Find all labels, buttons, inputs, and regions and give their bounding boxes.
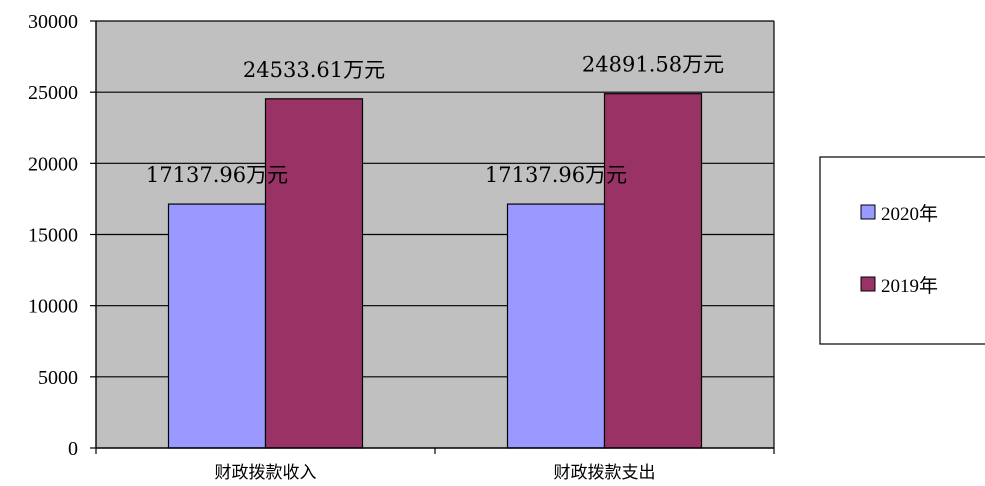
y-tick-label: 0 [68, 438, 78, 460]
category-label: 财政拨款支出 [554, 463, 656, 483]
x-axis-categories: 财政拨款收入 财政拨款支出 [215, 463, 656, 483]
category-label: 财政拨款收入 [215, 463, 317, 483]
legend-box [819, 156, 985, 345]
data-labels: 17137.96万元 24533.61万元 17137.96万元 24891.58万元 [146, 53, 724, 187]
legend-swatch [860, 276, 876, 292]
data-label: 24533.61万元 [243, 58, 385, 82]
bar [264, 98, 364, 449]
y-tick-label: 20000 [28, 153, 78, 175]
bar [506, 203, 606, 449]
legend-label: 2019年 [881, 275, 938, 297]
y-tick-label: 5000 [38, 367, 78, 389]
y-tick-label: 10000 [28, 296, 78, 318]
data-label: 17137.96万元 [485, 163, 627, 187]
axes [95, 21, 775, 454]
y-tick-label: 25000 [28, 82, 78, 104]
bar [167, 203, 267, 449]
bar [603, 93, 703, 449]
data-label: 24891.58万元 [582, 53, 724, 77]
y-axis-ticks: 0 5000 10000 15000 20000 25000 30000 [28, 11, 96, 460]
y-tick-label: 15000 [28, 225, 78, 247]
y-tick-label: 30000 [28, 11, 78, 33]
legend-swatch [860, 204, 876, 220]
legend-label: 2020年 [881, 203, 938, 225]
data-label: 17137.96万元 [146, 163, 288, 187]
bars [167, 93, 703, 449]
legend: 2020年 2019年 [819, 156, 985, 345]
